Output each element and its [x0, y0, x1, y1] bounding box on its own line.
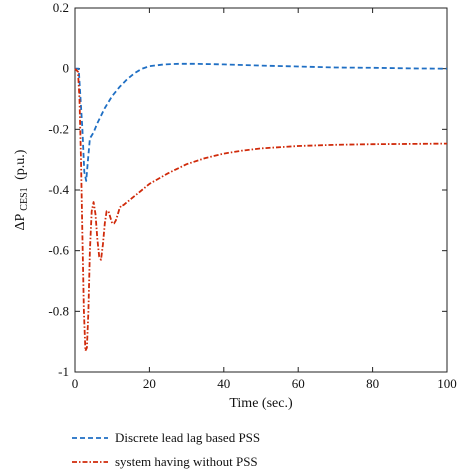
legend-label-2: system having without PSS	[115, 454, 258, 469]
y-axis-label-main: ΔP	[13, 213, 28, 230]
x-axis-ticks: 0 20 40 60 80 100	[72, 8, 457, 391]
series-line-1	[75, 62, 448, 182]
x-tick-label: 80	[366, 376, 379, 391]
y-tick-label: -1	[58, 364, 69, 379]
y-tick-label: 0	[63, 61, 70, 76]
x-tick-label: 100	[437, 376, 457, 391]
plot-frame	[74, 7, 448, 373]
y-axis-label-unit: (p.u.)	[13, 149, 28, 180]
y-axis-ticks: 0.2 0 -0.2 -0.4 -0.6 -0.8 -1	[48, 0, 447, 379]
series-layer	[74, 62, 448, 352]
y-tick-label: -0.2	[48, 121, 69, 136]
legend: Discrete lead lag based PSS system having…	[72, 430, 260, 469]
y-tick-label: -0.8	[48, 303, 69, 318]
x-axis-label: Time (sec.)	[229, 396, 293, 411]
legend-label-1: Discrete lead lag based PSS	[115, 430, 260, 445]
x-tick-label: 0	[72, 376, 79, 391]
y-axis-label-subscript: CES1	[19, 187, 30, 210]
y-tick-label: -0.6	[48, 243, 69, 258]
plot-area: 0 20 40 60 80 100 0.2 0 -0.2 -0.4 -0.6 -0.8 -1	[48, 0, 456, 391]
x-tick-label: 60	[292, 376, 305, 391]
x-tick-label: 20	[143, 376, 156, 391]
y-tick-label: -0.4	[48, 182, 69, 197]
y-tick-label: 0.2	[53, 0, 69, 15]
x-tick-label: 40	[217, 376, 230, 391]
y-axis-label: ΔP CES1 (p.u.)	[13, 149, 31, 230]
series-line-2	[74, 68, 448, 352]
